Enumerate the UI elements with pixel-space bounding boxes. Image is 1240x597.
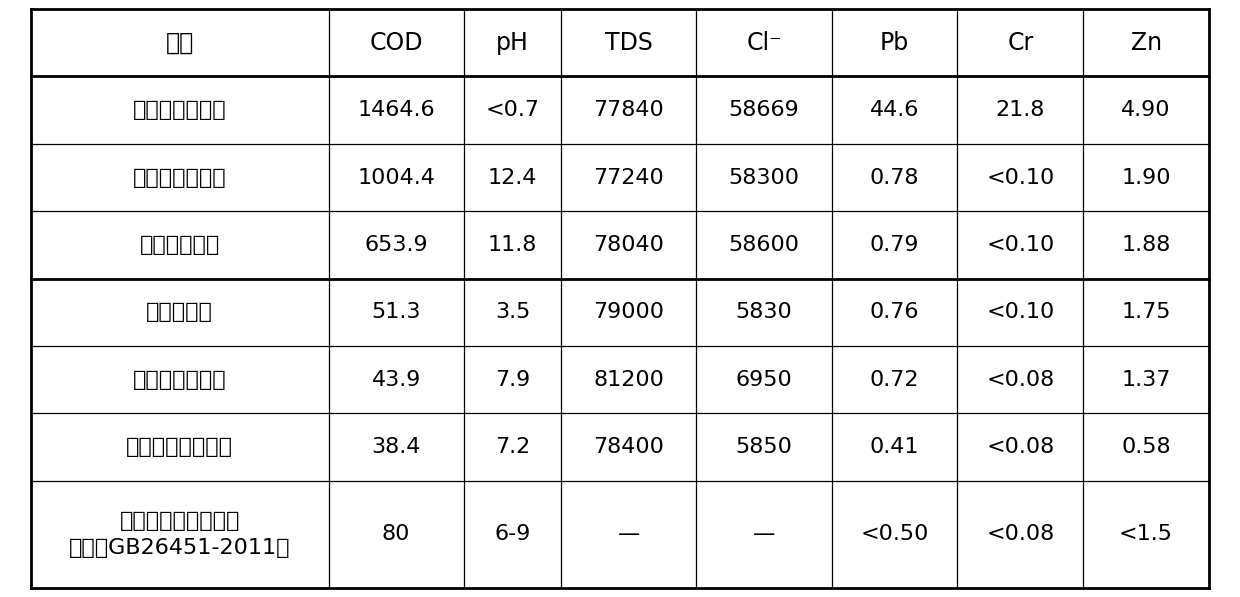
- Text: 0.76: 0.76: [869, 302, 919, 322]
- Text: 絮凝沉淀池出水: 絮凝沉淀池出水: [133, 370, 227, 390]
- Text: 混凝沉淀池出水: 混凝沉淀池出水: [133, 168, 227, 187]
- Text: 0.41: 0.41: [869, 437, 919, 457]
- Text: 6-9: 6-9: [495, 525, 531, 544]
- Text: Pb: Pb: [880, 30, 909, 55]
- Text: 气浮除油池出水: 气浮除油池出水: [133, 100, 227, 120]
- Text: 1.37: 1.37: [1121, 370, 1171, 390]
- Text: 11.8: 11.8: [487, 235, 537, 255]
- Text: 43.9: 43.9: [372, 370, 420, 390]
- Text: 653.9: 653.9: [365, 235, 428, 255]
- Text: 79000: 79000: [593, 302, 665, 322]
- Text: —: —: [753, 525, 775, 544]
- Text: 稀土工业污染物排放
标准（GB26451-2011）: 稀土工业污染物排放 标准（GB26451-2011）: [69, 511, 290, 558]
- Text: 0.58: 0.58: [1121, 437, 1171, 457]
- Text: 0.72: 0.72: [869, 370, 919, 390]
- Text: 0.79: 0.79: [869, 235, 919, 255]
- Text: 0.78: 0.78: [869, 168, 919, 187]
- Text: Cr: Cr: [1007, 30, 1033, 55]
- Text: <0.10: <0.10: [986, 235, 1054, 255]
- Text: 21.8: 21.8: [996, 100, 1045, 120]
- Text: 58300: 58300: [729, 168, 800, 187]
- Text: 6950: 6950: [735, 370, 792, 390]
- Text: 77240: 77240: [594, 168, 665, 187]
- Text: 7.9: 7.9: [495, 370, 531, 390]
- Text: <0.50: <0.50: [861, 525, 929, 544]
- Text: 1464.6: 1464.6: [357, 100, 435, 120]
- Text: <0.08: <0.08: [986, 525, 1054, 544]
- Text: 1.88: 1.88: [1121, 235, 1171, 255]
- Text: COD: COD: [370, 30, 423, 55]
- Text: 58669: 58669: [729, 100, 800, 120]
- Text: Cl⁻: Cl⁻: [746, 30, 782, 55]
- Text: 12.4: 12.4: [487, 168, 537, 187]
- Text: <1.5: <1.5: [1120, 525, 1173, 544]
- Text: pH: pH: [496, 30, 529, 55]
- Text: 电解池出水: 电解池出水: [146, 302, 213, 322]
- Text: 58600: 58600: [729, 235, 800, 255]
- Text: 5830: 5830: [735, 302, 792, 322]
- Text: <0.10: <0.10: [986, 168, 1054, 187]
- Text: 项目: 项目: [166, 30, 193, 55]
- Text: 38.4: 38.4: [372, 437, 420, 457]
- Text: 7.2: 7.2: [495, 437, 531, 457]
- Text: 1004.4: 1004.4: [357, 168, 435, 187]
- Text: 1.90: 1.90: [1121, 168, 1171, 187]
- Text: 78400: 78400: [594, 437, 665, 457]
- Text: 3.5: 3.5: [495, 302, 531, 322]
- Text: <0.08: <0.08: [986, 437, 1054, 457]
- Text: 5850: 5850: [735, 437, 792, 457]
- Text: 81200: 81200: [594, 370, 665, 390]
- Text: 51.3: 51.3: [372, 302, 420, 322]
- Text: 77840: 77840: [594, 100, 665, 120]
- Text: 80: 80: [382, 525, 410, 544]
- Text: 78040: 78040: [594, 235, 665, 255]
- Text: —: —: [618, 525, 640, 544]
- Text: Zn: Zn: [1131, 30, 1162, 55]
- Text: 44.6: 44.6: [870, 100, 919, 120]
- Text: 1.75: 1.75: [1121, 302, 1171, 322]
- Text: 4.90: 4.90: [1121, 100, 1171, 120]
- Text: 预氧化池出水: 预氧化池出水: [140, 235, 219, 255]
- Text: 活性炭过滤罐出水: 活性炭过滤罐出水: [126, 437, 233, 457]
- Text: TDS: TDS: [605, 30, 652, 55]
- Text: <0.08: <0.08: [986, 370, 1054, 390]
- Text: <0.10: <0.10: [986, 302, 1054, 322]
- Text: <0.7: <0.7: [486, 100, 539, 120]
